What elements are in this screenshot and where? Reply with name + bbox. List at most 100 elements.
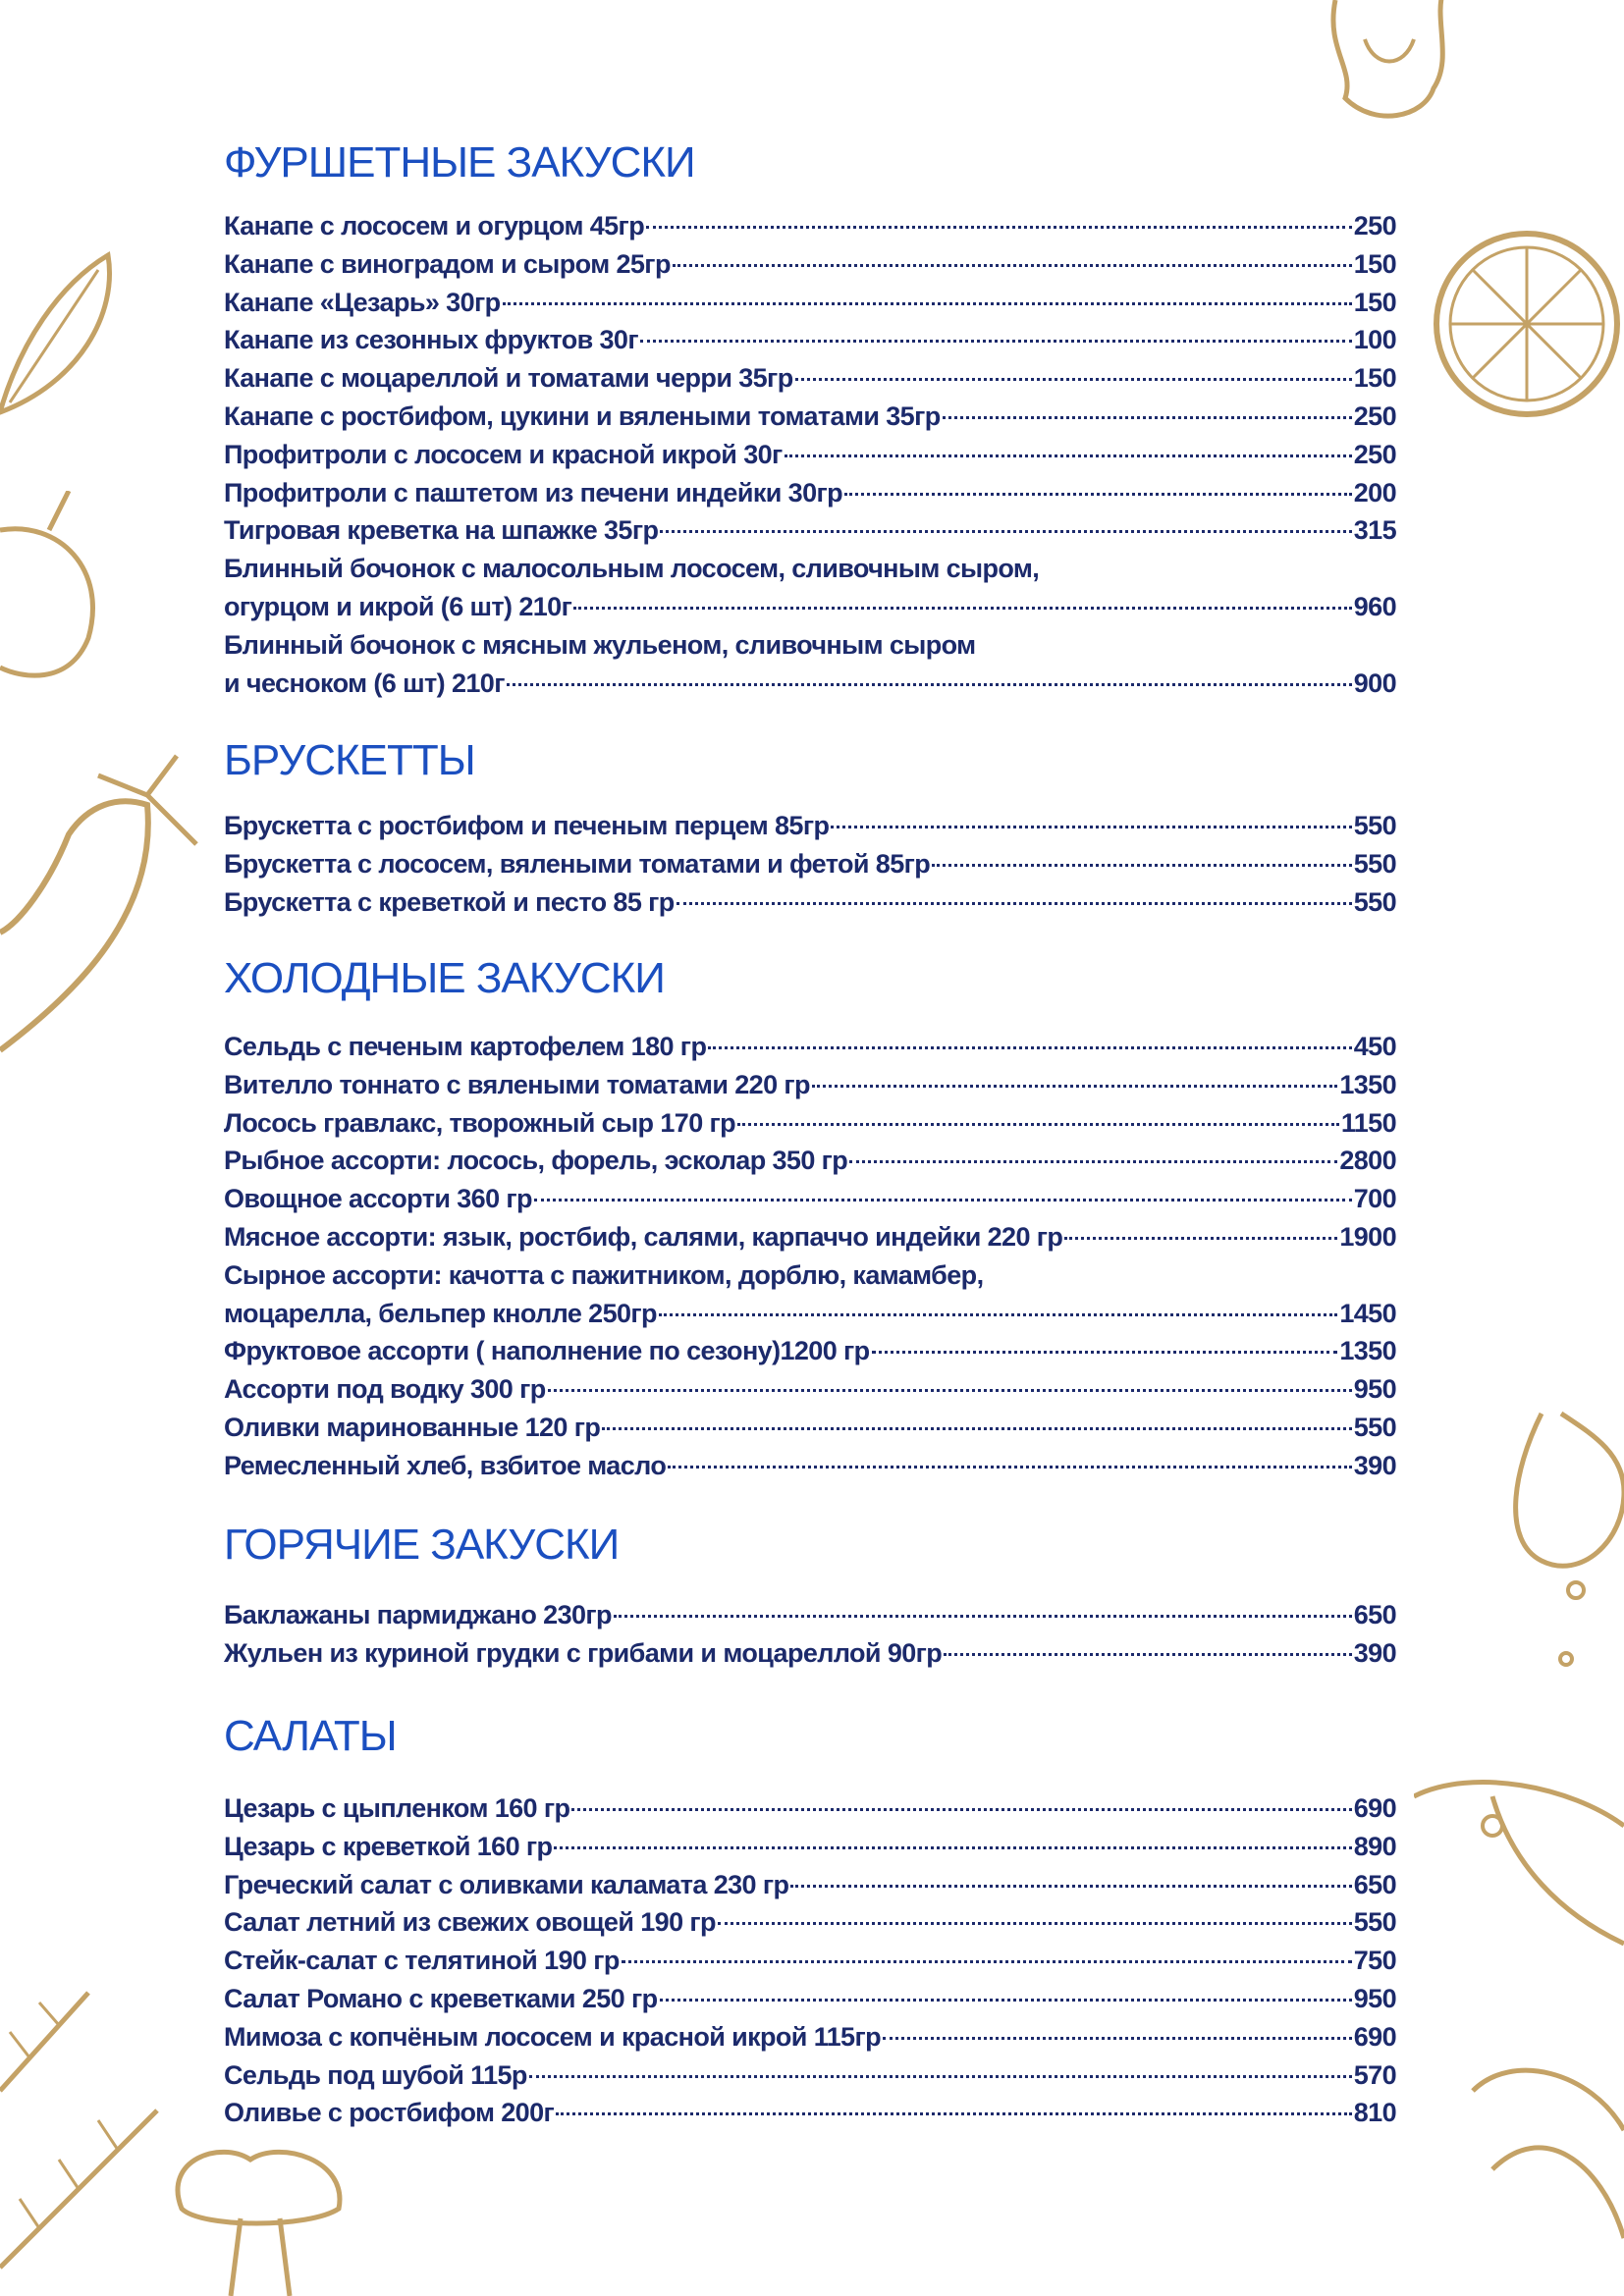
dot-leader <box>883 2036 1352 2040</box>
herb-leaves-illustration <box>1471 2067 1624 2239</box>
dot-leader <box>942 415 1352 419</box>
item-price: 1450 <box>1339 1298 1396 1328</box>
dot-leader <box>844 492 1352 496</box>
eggplant-illustration <box>0 754 198 1053</box>
item-price: 390 <box>1353 1637 1397 1668</box>
dot-leader <box>660 530 1352 534</box>
dot-leader <box>646 226 1352 229</box>
item-name: Ассорти под водку 300 гр <box>224 1374 546 1405</box>
menu-items: Баклажаны пармиджано 230гр 650 Жульен из к… <box>224 1596 1397 1673</box>
dot-leader <box>932 863 1352 867</box>
item-price: 750 <box>1353 1946 1397 1976</box>
item-price: 690 <box>1353 1793 1397 1823</box>
dot-leader <box>556 2112 1352 2116</box>
dot-leader <box>533 1199 1352 1202</box>
dot-leader <box>708 1046 1352 1049</box>
garlic-illustration <box>1513 1411 1624 1667</box>
menu-item: Канапе с лососем и огурцом 45гр 250 <box>224 207 1397 245</box>
item-name-line: Сырное ассорти: качотта с пажитником, до… <box>224 1259 984 1290</box>
menu-item: Сельдь под шубой 115р 570 <box>224 2056 1397 2095</box>
dot-leader <box>502 301 1352 305</box>
item-name: Мясное ассорти: язык, ростбиф, салями, к… <box>224 1221 1063 1252</box>
menu-item: Оливье с ростбифом 200г 810 <box>224 2094 1397 2132</box>
menu-item: Канапе с ростбифом, цукини и вялеными то… <box>224 398 1397 436</box>
item-price: 950 <box>1353 1374 1397 1405</box>
dot-leader <box>1064 1236 1338 1240</box>
item-price: 810 <box>1353 2098 1397 2128</box>
item-price: 570 <box>1353 2059 1397 2090</box>
item-price: 150 <box>1353 287 1397 317</box>
item-price: 550 <box>1353 1412 1397 1442</box>
menu-item-description: Сырное ассорти: качотта с пажитником, до… <box>224 1256 1396 1295</box>
dot-leader <box>784 454 1352 457</box>
section-title: ГОРЯЧИЕ ЗАКУСКИ <box>224 1521 620 1569</box>
menu-item: Вителло тоннато с вялеными томатами 220 … <box>224 1066 1397 1104</box>
menu-item: Тигровая креветка на шпажке 35гр 315 <box>224 511 1397 550</box>
bell-pepper-illustration <box>0 491 95 678</box>
item-name-line: Блинный бочонок с мясным жульеном, сливо… <box>224 629 976 660</box>
item-price: 700 <box>1353 1184 1397 1214</box>
menu-item: Мимоза с копчёным лососем и красной икро… <box>224 2018 1397 2056</box>
item-name: Рыбное ассорти: лосось, форель, эсколар … <box>224 1146 848 1176</box>
menu-item: Брускетта с лососем, вялеными томатами и… <box>224 845 1397 883</box>
dot-leader <box>668 1465 1352 1468</box>
item-name: Баклажаны пармиджано 230гр <box>224 1600 613 1629</box>
item-price: 690 <box>1353 2021 1397 2052</box>
rosemary-illustration <box>0 1991 159 2269</box>
section-title: БРУСКЕТТЫ <box>224 736 476 784</box>
item-price: 550 <box>1353 886 1397 917</box>
dot-leader <box>849 1160 1338 1164</box>
item-name: моцарелла, бельпер кнолле 250гр <box>224 1298 658 1328</box>
item-price: 890 <box>1353 1831 1397 1861</box>
item-price: 650 <box>1353 1869 1397 1899</box>
section-title: САЛАТЫ <box>224 1712 398 1760</box>
item-price: 650 <box>1353 1600 1397 1629</box>
menu-item: моцарелла, бельпер кнолле 250гр 1450 <box>224 1295 1397 1333</box>
menu-item: Рыбное ассорти: лосось, форель, эсколар … <box>224 1142 1397 1180</box>
dot-leader <box>528 2074 1352 2078</box>
menu-section: ХОЛОДНЫЕ ЗАКУСКИ Сельдь с печеным картофе… <box>224 950 1397 1485</box>
item-name: Профитроли с паштетом из печени индейки … <box>224 477 843 507</box>
menu-item: и чесноком (6 шт) 210г 900 <box>224 665 1397 703</box>
menu-item: Канапе «Цезарь» 30гр 150 <box>224 284 1397 322</box>
item-price: 150 <box>1353 363 1397 394</box>
item-price: 200 <box>1353 477 1397 507</box>
item-name: огурцом и икрой (6 шт) 210г <box>224 591 572 621</box>
menu-items: Цезарь с цыпленком 160 гр 690 Цезарь с кре… <box>224 1789 1397 2132</box>
menu-item: Канапе с моцареллой и томатами черри 35г… <box>224 359 1397 398</box>
item-name: Канапе с моцареллой и томатами черри 35г… <box>224 363 793 394</box>
dot-leader <box>871 1351 1338 1355</box>
menu-item: Овощное ассорти 360 гр 700 <box>224 1180 1397 1218</box>
item-price: 1150 <box>1340 1107 1397 1138</box>
dot-leader <box>571 1808 1352 1811</box>
menu-section: БРУСКЕТТЫ Брускетта с ростбифом и печеным… <box>224 732 1397 921</box>
dot-leader <box>659 1998 1352 2002</box>
dot-leader <box>672 263 1352 267</box>
menu-item: Канапе с виноградом и сыром 25гр 150 <box>224 245 1397 284</box>
item-price: 1350 <box>1339 1069 1396 1099</box>
item-name: Профитроли с лососем и красной икрой 30г <box>224 439 783 469</box>
menu-item: Цезарь с креветкой 160 гр 890 <box>224 1828 1397 1866</box>
dot-leader <box>737 1122 1339 1126</box>
menu-section: ГОРЯЧИЕ ЗАКУСКИ Баклажаны пармиджано 230г… <box>224 1517 1397 1673</box>
item-name: Ремесленный хлеб, взбитое масло <box>224 1450 667 1480</box>
menu-items: Канапе с лососем и огурцом 45гр 250 Канапе… <box>224 207 1397 703</box>
item-price: 450 <box>1353 1032 1397 1061</box>
menu-item: Баклажаны пармиджано 230гр 650 <box>224 1596 1397 1634</box>
dot-leader <box>811 1084 1338 1088</box>
item-name-line: Блинный бочонок с малосольным лососем, с… <box>224 554 1040 584</box>
item-name: Салат Романо с креветками 250 гр <box>224 1983 658 2013</box>
item-price: 150 <box>1353 248 1397 279</box>
item-name: Цезарь с креветкой 160 гр <box>224 1831 553 1861</box>
item-name: Канапе с ростбифом, цукини и вялеными то… <box>224 400 941 431</box>
menu-item: Салат Романо с креветками 250 гр 950 <box>224 1980 1397 2018</box>
dot-leader <box>831 826 1352 828</box>
menu-section: ФУРШЕТНЫЕ ЗАКУСКИ Канапе с лососем и огур… <box>224 134 1397 703</box>
item-name: Сельдь под шубой 115р <box>224 2059 527 2090</box>
item-name: Мимоза с копчёным лососем и красной икро… <box>224 2021 882 2052</box>
section-title: ФУРШЕТНЫЕ ЗАКУСКИ <box>224 138 696 187</box>
dot-leader <box>794 378 1352 382</box>
item-price: 390 <box>1353 1450 1397 1480</box>
item-name: Фруктовое ассорти ( наполнение по сезону… <box>224 1336 870 1366</box>
item-name: Овощное ассорти 360 гр <box>224 1184 533 1214</box>
